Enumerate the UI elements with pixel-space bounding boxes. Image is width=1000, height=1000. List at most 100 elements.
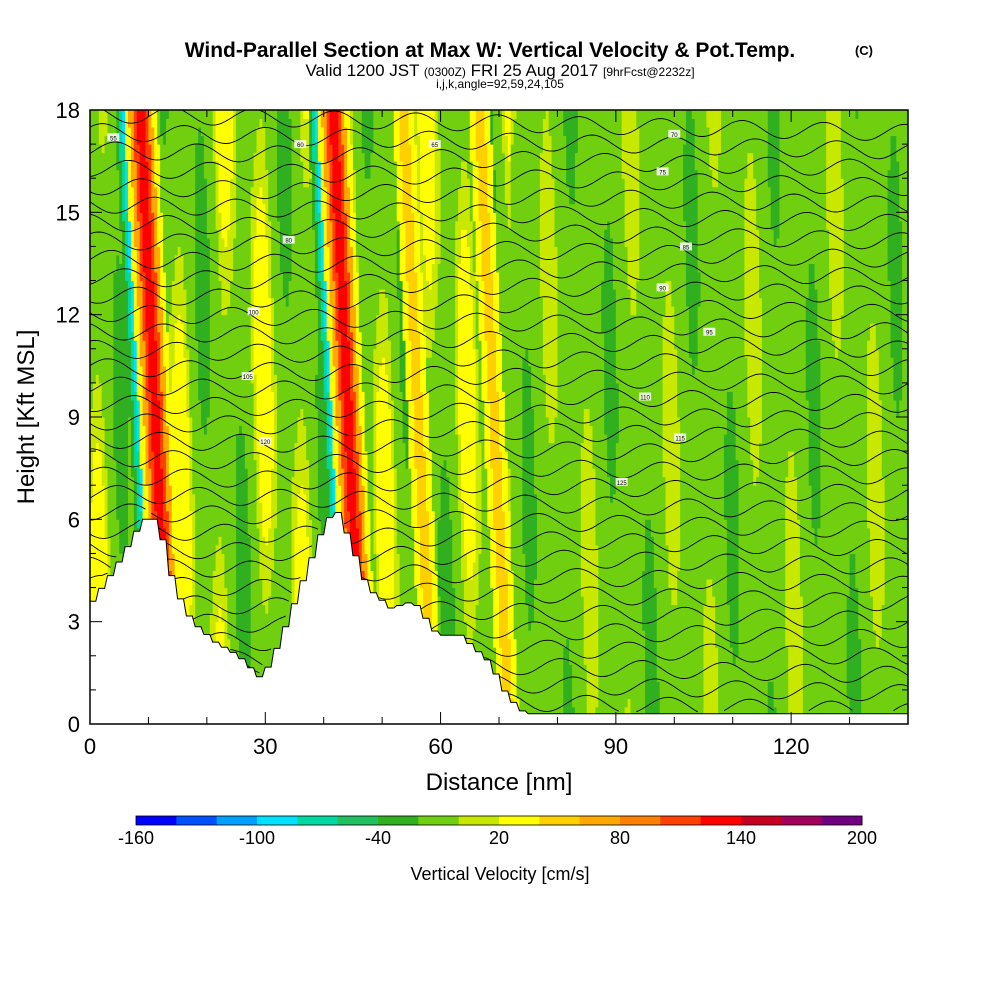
velocity-cell xyxy=(180,272,184,282)
velocity-cell xyxy=(92,246,97,256)
velocity-cell xyxy=(271,468,275,478)
velocity-cell xyxy=(119,408,123,418)
velocity-cell xyxy=(90,212,94,222)
velocity-cell xyxy=(279,527,284,537)
velocity-cell xyxy=(230,135,234,145)
velocity-cell xyxy=(276,476,281,486)
velocity-cell xyxy=(274,246,278,256)
velocity-cell xyxy=(133,340,138,350)
velocity-cell xyxy=(256,655,260,665)
velocity-cell xyxy=(212,425,217,435)
velocity-cell xyxy=(189,485,193,495)
velocity-cell xyxy=(198,621,202,631)
velocity-cell xyxy=(259,544,263,554)
velocity-cell xyxy=(279,459,284,469)
velocity-cell xyxy=(122,169,126,179)
velocity-cell xyxy=(279,442,284,452)
velocity-cell xyxy=(133,203,138,213)
velocity-cell xyxy=(92,408,97,418)
velocity-cell xyxy=(262,178,266,188)
velocity-cell xyxy=(221,127,225,137)
velocity-cell xyxy=(98,118,103,128)
velocity-cell xyxy=(180,323,184,333)
velocity-cell xyxy=(244,289,249,299)
velocity-cell xyxy=(110,510,114,520)
velocity-cell xyxy=(171,493,176,503)
velocity-cell xyxy=(268,579,272,589)
velocity-cell xyxy=(259,161,263,171)
velocity-cell xyxy=(142,144,147,154)
velocity-cell xyxy=(104,220,109,230)
velocity-cell xyxy=(192,596,196,606)
velocity-cell xyxy=(90,203,94,213)
velocity-cell xyxy=(110,297,114,307)
velocity-cell xyxy=(165,536,170,546)
velocity-cell xyxy=(95,135,100,145)
velocity-cell xyxy=(274,596,278,606)
velocity-cell xyxy=(274,493,278,503)
velocity-cell xyxy=(206,237,211,247)
velocity-cell xyxy=(107,186,111,196)
velocity-cell xyxy=(201,110,205,120)
velocity-cell xyxy=(227,229,231,239)
velocity-cell xyxy=(116,152,120,162)
velocity-cell xyxy=(198,297,202,307)
velocity-cell xyxy=(212,442,217,452)
velocity-cell xyxy=(90,127,94,137)
velocity-cell xyxy=(288,527,293,537)
velocity-cell xyxy=(238,502,243,512)
velocity-cell xyxy=(148,391,152,401)
velocity-cell xyxy=(195,229,199,239)
velocity-cell xyxy=(256,161,260,171)
velocity-cell xyxy=(241,493,246,503)
velocity-cell xyxy=(110,485,114,495)
velocity-cell xyxy=(113,161,117,171)
velocity-cell xyxy=(212,118,217,128)
velocity-cell xyxy=(274,630,278,640)
velocity-cell xyxy=(192,425,196,435)
velocity-cell xyxy=(154,297,158,307)
velocity-cell xyxy=(198,425,202,435)
velocity-cell xyxy=(241,195,246,205)
velocity-cell xyxy=(119,485,123,495)
velocity-cell xyxy=(268,118,272,128)
velocity-cell xyxy=(136,459,141,469)
velocity-cell xyxy=(198,434,202,444)
velocity-cell xyxy=(139,476,144,486)
velocity-cell xyxy=(163,118,167,128)
velocity-cell xyxy=(271,613,275,623)
velocity-cell xyxy=(262,229,266,239)
velocity-cell xyxy=(174,536,179,546)
velocity-cell xyxy=(192,186,196,196)
velocity-cell xyxy=(265,357,269,367)
velocity-cell xyxy=(262,220,266,230)
velocity-cell xyxy=(127,110,132,120)
velocity-cell xyxy=(192,613,196,623)
velocity-cell xyxy=(130,314,135,324)
velocity-cell xyxy=(233,340,237,350)
velocity-cell xyxy=(206,314,211,324)
velocity-cell xyxy=(95,254,100,264)
velocity-cell xyxy=(218,519,222,529)
velocity-cell xyxy=(206,544,211,554)
velocity-cell xyxy=(177,468,182,478)
velocity-cell xyxy=(122,382,126,392)
velocity-cell xyxy=(136,297,141,307)
velocity-cell xyxy=(250,493,255,503)
velocity-cell xyxy=(271,306,275,316)
velocity-cell xyxy=(259,118,263,128)
velocity-cell xyxy=(276,374,281,384)
velocity-cell xyxy=(236,195,240,205)
velocity-cell xyxy=(218,502,222,512)
velocity-cell xyxy=(215,604,220,614)
velocity-cell xyxy=(268,493,272,503)
velocity-cell xyxy=(92,254,97,264)
velocity-cell xyxy=(183,468,187,478)
velocity-cell xyxy=(256,502,260,512)
velocity-cell xyxy=(209,212,214,222)
velocity-cell xyxy=(253,399,258,409)
velocity-cell xyxy=(206,161,211,171)
velocity-cell xyxy=(215,468,220,478)
velocity-cell xyxy=(198,476,202,486)
velocity-cell xyxy=(98,272,103,282)
